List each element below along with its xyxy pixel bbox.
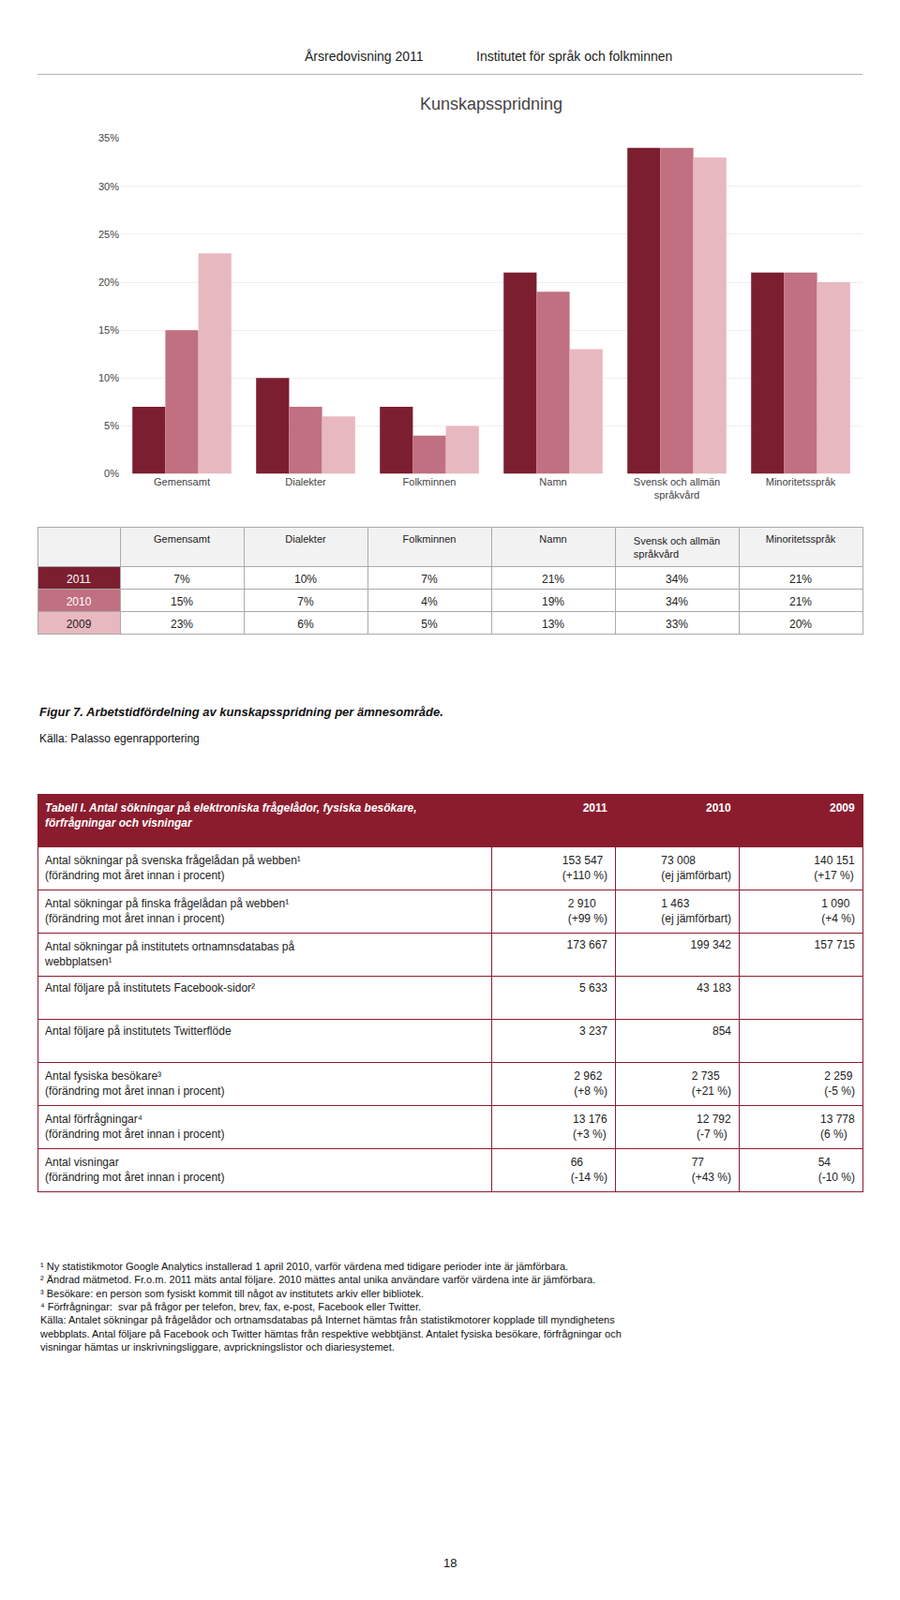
svg-text:66(-14 %): 66(-14 %)	[570, 1155, 608, 1185]
svg-text:7%: 7%	[297, 595, 315, 609]
svg-text:12 792(-7 %): 12 792(-7 %)	[696, 1112, 732, 1141]
svg-text:Svensk och allmänspråkvård: Svensk och allmänspråkvård	[633, 535, 720, 560]
svg-text:13 176(+3 %): 13 176(+3 %)	[572, 1112, 608, 1141]
svg-text:25%: 25%	[98, 228, 120, 240]
svg-text:Gemensamt: Gemensamt	[153, 533, 210, 545]
svg-text:¹ Ny statistikmotor Google Ana: ¹ Ny statistikmotor Google Analytics ins…	[39, 1260, 622, 1353]
svg-text:Dialekter: Dialekter	[285, 533, 327, 545]
svg-text:157 715: 157 715	[814, 938, 856, 952]
svg-text:Namn: Namn	[539, 476, 567, 488]
svg-text:4%: 4%	[420, 595, 438, 609]
svg-text:2009: 2009	[829, 801, 855, 815]
svg-text:1 090(+4 %): 1 090(+4 %)	[821, 897, 855, 926]
svg-text:Årsredovisning 2011: Årsredovisning 2011	[304, 48, 424, 64]
svg-text:13 778(6 %): 13 778(6 %)	[820, 1112, 855, 1141]
svg-text:Minoritetsspråk: Minoritetsspråk	[765, 533, 837, 545]
svg-text:1 463(ej jämförbart): 1 463(ej jämförbart)	[660, 897, 732, 926]
svg-text:Antal sökningar på finska fråg: Antal sökningar på finska frågelådan på …	[45, 897, 289, 926]
svg-text:Antal följare på institutets T: Antal följare på institutets Twitterflöd…	[45, 1024, 232, 1038]
svg-text:5 633: 5 633	[579, 981, 608, 995]
svg-text:10%: 10%	[294, 572, 317, 586]
svg-text:Institutet för språk och folkm: Institutet för språk och folkminnen	[476, 48, 673, 64]
svg-text:21%: 21%	[789, 572, 812, 586]
svg-text:6%: 6%	[297, 617, 315, 631]
svg-text:153 547(+110 %): 153 547(+110 %)	[562, 854, 608, 883]
svg-text:Dialekter: Dialekter	[285, 476, 327, 488]
svg-text:35%: 35%	[98, 132, 120, 144]
svg-text:Tabell I. Antal sökningar på e: Tabell I. Antal sökningar på elektronisk…	[45, 801, 418, 830]
svg-text:2 259(-5 %): 2 259(-5 %)	[824, 1069, 855, 1098]
svg-text:Gemensamt: Gemensamt	[153, 476, 210, 488]
svg-text:54(-10 %): 54(-10 %)	[818, 1155, 855, 1185]
svg-text:43 183: 43 183	[696, 981, 732, 995]
svg-text:Folkminnen: Folkminnen	[403, 476, 457, 488]
svg-text:140 151(+17 %): 140 151(+17 %)	[813, 854, 855, 883]
svg-text:73 008(ej jämförbart): 73 008(ej jämförbart)	[660, 854, 732, 883]
svg-text:5%: 5%	[420, 617, 438, 631]
svg-text:2011: 2011	[66, 572, 91, 586]
svg-text:Figur 7. Arbetstidfördelning a: Figur 7. Arbetstidfördelning av kunskaps…	[39, 705, 444, 720]
svg-text:30%: 30%	[98, 180, 120, 193]
svg-text:19%: 19%	[541, 595, 565, 609]
svg-text:77(+43 %): 77(+43 %)	[691, 1155, 732, 1185]
svg-text:15%: 15%	[170, 595, 194, 609]
svg-text:33%: 33%	[665, 617, 689, 631]
svg-text:15%: 15%	[98, 324, 120, 336]
svg-text:2 962(+8 %): 2 962(+8 %)	[573, 1069, 608, 1098]
svg-text:Minoritetsspråk: Minoritetsspråk	[765, 476, 837, 488]
svg-text:21%: 21%	[789, 595, 812, 609]
svg-text:2 735(+21 %): 2 735(+21 %)	[691, 1069, 732, 1098]
svg-text:7%: 7%	[173, 572, 191, 586]
svg-text:21%: 21%	[541, 572, 565, 586]
svg-text:34%: 34%	[665, 572, 689, 586]
svg-text:Antal visningar(förändring mot: Antal visningar(förändring mot året inna…	[45, 1155, 225, 1185]
svg-text:Folkminnen: Folkminnen	[403, 533, 457, 545]
svg-text:Namn: Namn	[539, 533, 567, 545]
svg-text:Antal fysiska besökare³(föränd: Antal fysiska besökare³(förändring mot å…	[45, 1069, 225, 1098]
svg-text:0%: 0%	[104, 467, 120, 480]
svg-text:13%: 13%	[541, 617, 565, 631]
svg-text:20%: 20%	[98, 276, 120, 288]
svg-text:5%: 5%	[104, 420, 120, 432]
svg-text:Antal följare på institutets F: Antal följare på institutets Facebook-si…	[45, 981, 255, 995]
svg-text:20%: 20%	[789, 617, 812, 631]
svg-text:2011: 2011	[583, 801, 608, 815]
svg-text:23%: 23%	[170, 617, 194, 631]
svg-text:Svensk och allmänspråkvård: Svensk och allmänspråkvård	[633, 476, 720, 501]
svg-text:2010: 2010	[66, 595, 92, 609]
svg-text:7%: 7%	[420, 572, 438, 586]
svg-text:Källa: Palasso egenrapporterin: Källa: Palasso egenrapportering	[39, 732, 200, 746]
svg-text:10%: 10%	[98, 372, 120, 384]
svg-text:Antal sökningar på svenska frå: Antal sökningar på svenska frågelådan på…	[45, 854, 301, 883]
svg-text:18: 18	[443, 1556, 457, 1571]
svg-text:34%: 34%	[665, 595, 689, 609]
svg-text:854: 854	[712, 1024, 732, 1038]
svg-text:173 667: 173 667	[567, 938, 609, 952]
svg-text:2010: 2010	[705, 801, 732, 815]
svg-text:2009: 2009	[66, 617, 92, 631]
svg-text:3 237: 3 237	[579, 1024, 608, 1038]
svg-text:Antal sökningar på institutets: Antal sökningar på institutets ortnamnsd…	[44, 940, 295, 969]
svg-text:Kunskapsspridning: Kunskapsspridning	[420, 94, 563, 114]
svg-text:2 910(+99 %): 2 910(+99 %)	[568, 897, 608, 926]
svg-text:Antal förfrågningar⁴(förändrin: Antal förfrågningar⁴(förändring mot året…	[45, 1112, 225, 1141]
svg-text:199 342: 199 342	[690, 938, 733, 952]
